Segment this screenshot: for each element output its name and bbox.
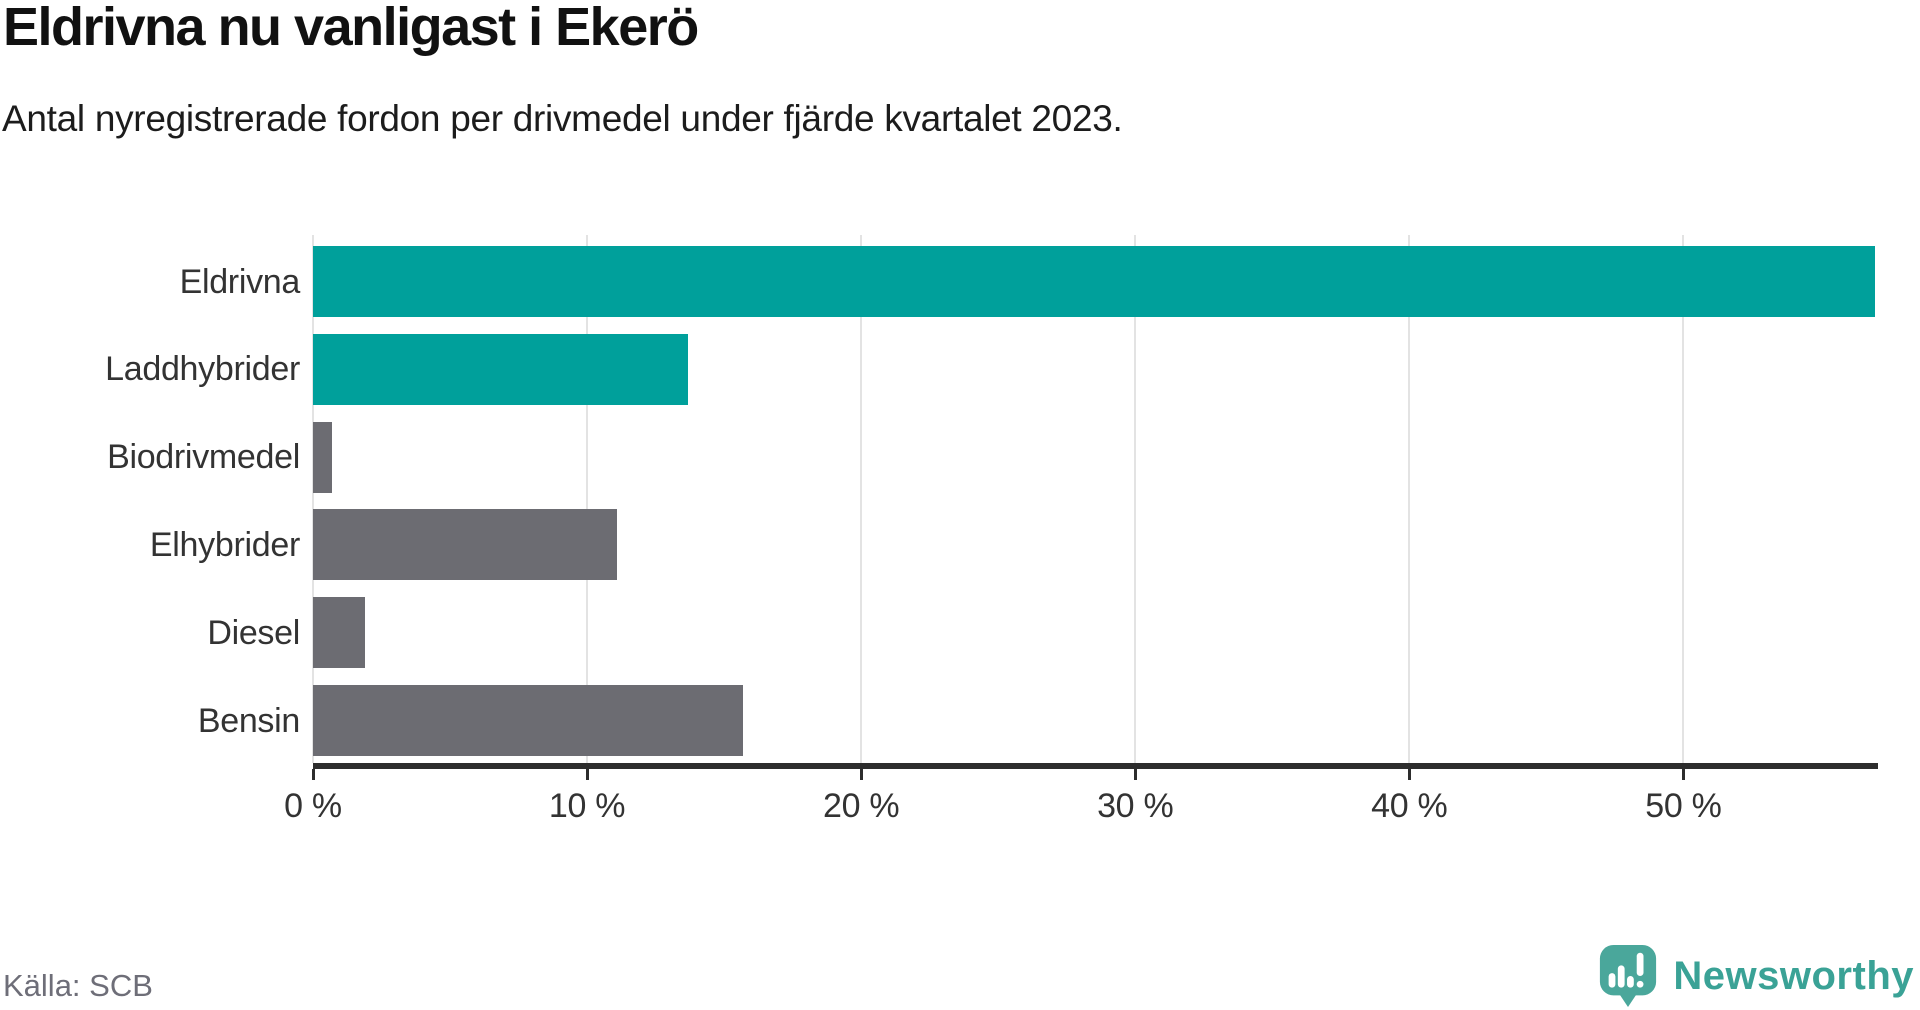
x-tick-label: 10 % xyxy=(548,787,626,825)
axis-tick xyxy=(1407,769,1411,780)
x-tick-label: 30 % xyxy=(1097,787,1174,825)
axis-tick xyxy=(1133,769,1137,780)
gridline xyxy=(1134,235,1137,763)
chart-subtitle: Antal nyregistrerade fordon per drivmede… xyxy=(2,98,1123,139)
bar-laddhybrider xyxy=(313,333,689,405)
bar-bensin xyxy=(313,685,744,756)
x-tick-label: 50 % xyxy=(1645,787,1722,825)
category-label: Elhybrider xyxy=(149,525,300,564)
category-label: Eldrivna xyxy=(179,262,301,301)
category-label: Diesel xyxy=(207,613,300,652)
gridline xyxy=(312,235,314,763)
newsworthy-logo-icon xyxy=(1600,945,1657,1007)
x-tick-label: 40 % xyxy=(1371,787,1448,825)
bar-eldrivna xyxy=(313,246,1876,317)
category-label: Laddhybrider xyxy=(105,350,300,389)
brand-logo: Newsworthy xyxy=(1597,944,1914,1008)
brand-name: Newsworthy xyxy=(1673,953,1914,998)
category-label: Bensin xyxy=(197,701,300,740)
bar-elhybrider xyxy=(313,509,618,581)
x-axis-line xyxy=(313,763,1878,769)
x-tick-label: 20 % xyxy=(823,787,900,825)
bar-biodrivmedel xyxy=(313,421,333,493)
axis-tick xyxy=(311,769,315,780)
axis-tick xyxy=(859,769,863,780)
axis-tick xyxy=(1681,769,1685,780)
gridline xyxy=(586,235,589,763)
category-label: Biodrivmedel xyxy=(107,438,300,477)
gridline xyxy=(1408,235,1411,763)
gridline xyxy=(1682,235,1685,763)
bar-diesel xyxy=(313,597,366,669)
axis-tick xyxy=(585,769,589,780)
chart-title: Eldrivna nu vanligast i Ekerö xyxy=(3,0,699,57)
source-note: Källa: SCB xyxy=(3,968,153,1003)
gridline xyxy=(860,235,863,763)
x-tick-label: 0 % xyxy=(284,787,342,825)
